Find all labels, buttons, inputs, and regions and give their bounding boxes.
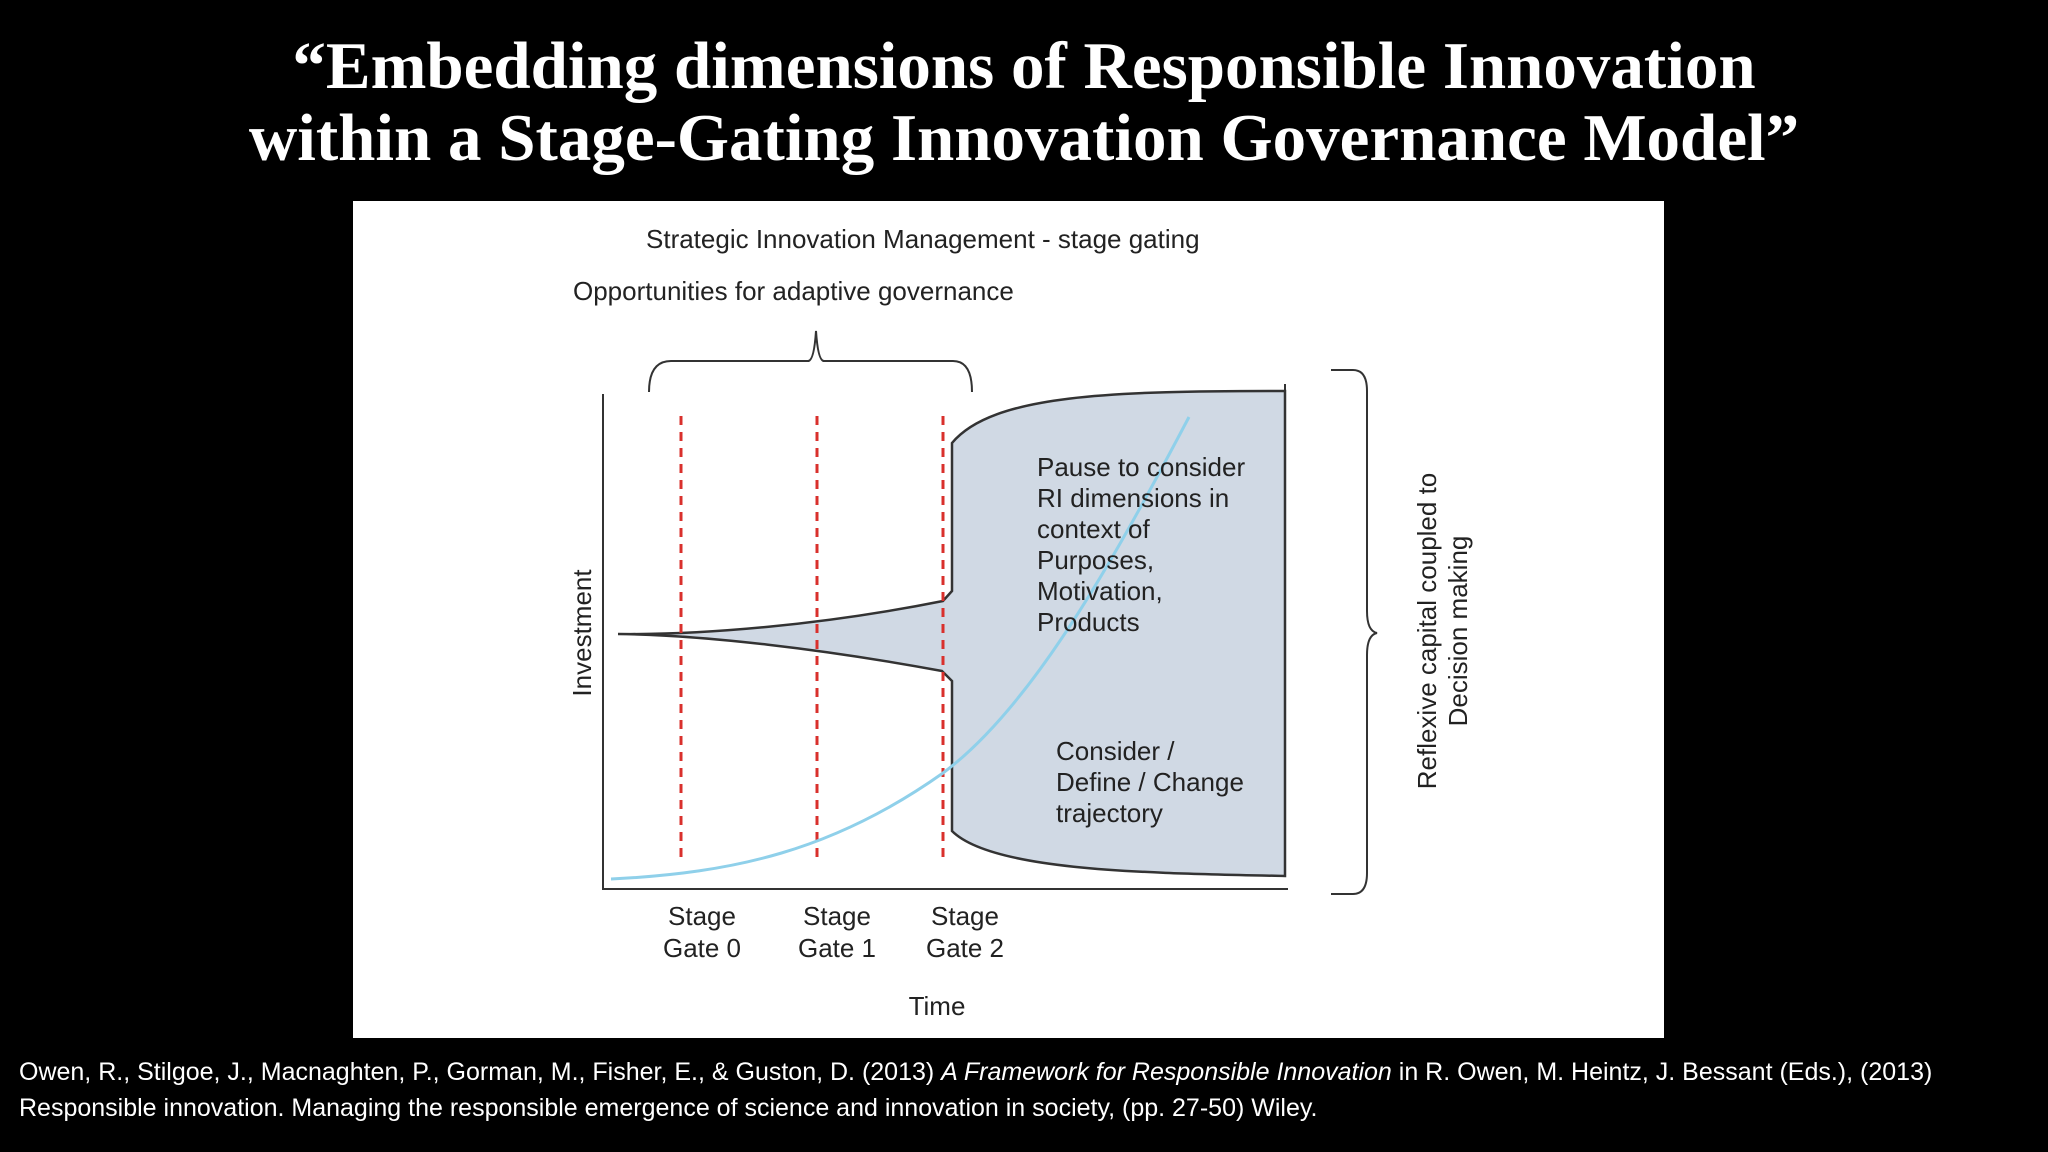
bracket-label: Opportunities for adaptive governance bbox=[573, 276, 1014, 306]
stage-gating-diagram: Strategic Innovation Management - stage … bbox=[353, 201, 1664, 1038]
gate-2-label-line-1: Stage bbox=[931, 901, 999, 931]
citation: Owen, R., Stilgoe, J., Macnaghten, P., G… bbox=[19, 1054, 2029, 1126]
gate-1-label-line-2: Gate 1 bbox=[798, 933, 876, 963]
pause-text-line-3: context of bbox=[1037, 514, 1151, 544]
gate-0-label-line-1: Stage bbox=[668, 901, 736, 931]
citation-rest-line-1: in R. Owen, M. Heintz, J. Bessant (Eds.)… bbox=[1391, 1058, 1933, 1086]
gate-0-label-line-2: Gate 0 bbox=[663, 933, 741, 963]
pause-text-line-4: Purposes, bbox=[1037, 545, 1154, 575]
citation-work-title: A Framework for Responsible Innovation bbox=[941, 1058, 1392, 1086]
investment-curve bbox=[610, 416, 1191, 881]
pause-text-line-6: Products bbox=[1037, 607, 1140, 637]
citation-rest-line-2: Responsible innovation. Managing the res… bbox=[19, 1094, 1318, 1122]
citation-authors: Owen, R., Stilgoe, J., Macnaghten, P., G… bbox=[19, 1058, 942, 1086]
diagram-top-label: Strategic Innovation Management - stage … bbox=[646, 224, 1200, 254]
pause-text-line-2: RI dimensions in bbox=[1037, 483, 1229, 513]
slide-title-line-2: within a Stage-Gating Innovation Governa… bbox=[248, 101, 1800, 175]
slide-title: “Embedding dimensions of Responsible Inn… bbox=[0, 30, 2048, 174]
side-label-line-2: Decision making bbox=[1443, 536, 1473, 727]
consider-text-line-3: trajectory bbox=[1056, 798, 1163, 828]
slide-title-line-1: “Embedding dimensions of Responsible Inn… bbox=[292, 29, 1756, 103]
governance-brace bbox=[648, 330, 973, 393]
funnel-shape bbox=[617, 389, 1287, 878]
chart-axes bbox=[602, 394, 1288, 890]
pause-text-line-5: Motivation, bbox=[1037, 576, 1163, 606]
x-axis-label: Time bbox=[909, 991, 966, 1021]
y-axis-label: Investment bbox=[567, 569, 597, 697]
gate-2-label-line-2: Gate 2 bbox=[926, 933, 1004, 963]
diagram-canvas: Strategic Innovation Management - stage … bbox=[567, 224, 1473, 1021]
gate-1-label-line-1: Stage bbox=[803, 901, 871, 931]
side-label-line-1: Reflexive capital coupled to bbox=[1412, 473, 1442, 790]
consider-text-line-1: Consider / bbox=[1056, 736, 1175, 766]
consider-text-line-2: Define / Change bbox=[1056, 767, 1244, 797]
reflexive-capital-brace bbox=[1331, 369, 1378, 895]
pause-text-line-1: Pause to consider bbox=[1037, 452, 1245, 482]
